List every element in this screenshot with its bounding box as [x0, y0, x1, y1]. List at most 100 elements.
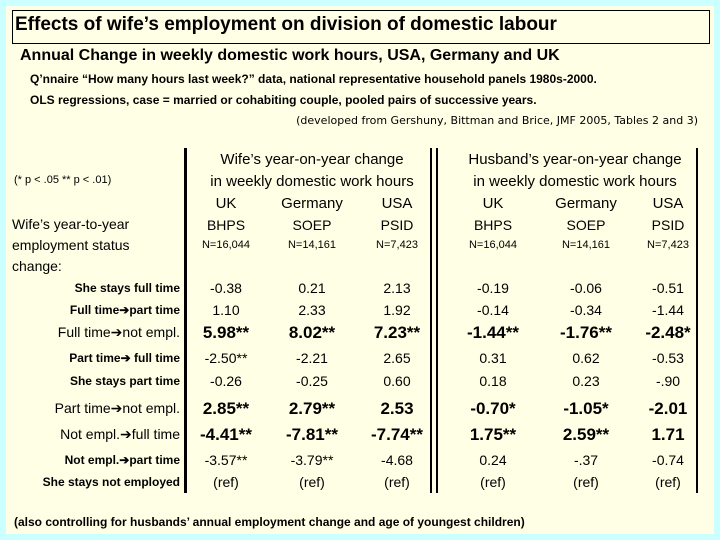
cell-value: 2.59** [562, 424, 610, 444]
cell-value: 0.21 [298, 280, 326, 296]
footer-note: (also controlling for husbands’ annual e… [14, 515, 525, 529]
cell-value: -1.44** [467, 322, 519, 342]
cell-value: 5.98** [202, 322, 250, 342]
cell-value: -0.19 [477, 280, 509, 296]
sample-size: N=14,161 [287, 238, 337, 251]
cell-value: 0.60 [383, 373, 411, 389]
row-label: Full time➔not empl. [57, 324, 180, 340]
cell-value: 0.31 [479, 350, 507, 366]
significance-note: (* p < .05 ** p < .01) [14, 173, 112, 186]
cell-value: -.37 [573, 452, 599, 468]
survey: SOEP [566, 217, 606, 233]
country: UK [482, 194, 504, 212]
row-header: Wife’s year-to-year [12, 216, 130, 232]
cell-value: (ref) [655, 474, 681, 490]
rule-line [184, 148, 187, 493]
cell-value: -0.74 [652, 452, 684, 468]
cell-value: -4.68 [381, 452, 413, 468]
cell-value: 2.53 [380, 398, 414, 418]
sample-size: N=14,161 [561, 238, 611, 251]
cell-value: 7.23** [373, 322, 421, 342]
row-label: Not empl.➔part time [64, 453, 180, 467]
cell-value: -0.25 [296, 373, 328, 389]
cell-value: 1.92 [383, 302, 411, 318]
cell-value: -7.74** [371, 424, 423, 444]
sample-size: N=16,044 [201, 238, 251, 251]
cell-value: 0.62 [572, 350, 600, 366]
cell-value: 0.23 [572, 373, 600, 389]
note: OLS regressions, case = married or cohab… [30, 93, 537, 107]
cell-value: 2.65 [383, 350, 411, 366]
rule-line [436, 148, 438, 493]
cell-value: 0.18 [479, 373, 507, 389]
cell-value: -0.53 [652, 350, 684, 366]
survey: BHPS [206, 217, 246, 233]
cell-value: -4.41** [200, 424, 252, 444]
cell-value: -2.48* [645, 322, 691, 342]
cell-value: (ref) [573, 474, 599, 490]
row-label: Part time➔ full time [69, 351, 180, 365]
cell-value: (ref) [299, 474, 325, 490]
cell-value: 2.33 [298, 302, 326, 318]
cell-value: -3.57** [204, 452, 248, 468]
survey: BHPS [473, 217, 513, 233]
country: USA [381, 194, 413, 212]
source: (developed from Gershuny, Bittman and Br… [296, 113, 698, 127]
cell-value: 2.85** [202, 398, 250, 418]
cell-value: -0.38 [210, 280, 242, 296]
cell-value: -0.06 [570, 280, 602, 296]
country: UK [215, 194, 237, 212]
country: USA [652, 194, 684, 212]
cell-value: -0.14 [477, 302, 509, 318]
cell-value: -7.81** [286, 424, 338, 444]
sample-size: N=7,423 [647, 238, 689, 251]
cell-value: -2.50** [204, 350, 248, 366]
cell-value: (ref) [384, 474, 410, 490]
sample-size: N=16,044 [468, 238, 518, 251]
cell-value: -1.05* [563, 398, 609, 418]
cell-value: -1.44 [652, 302, 684, 318]
cell-value: -2.21 [296, 350, 328, 366]
row-label: She stays not employed [42, 475, 180, 489]
survey: PSID [651, 217, 685, 233]
survey: PSID [380, 217, 414, 233]
cell-value: -2.01 [648, 398, 688, 418]
survey: SOEP [292, 217, 332, 233]
title-box [12, 10, 710, 44]
cell-value: 0.24 [479, 452, 507, 468]
row-header: employment status [12, 237, 130, 253]
cell-value: 1.10 [212, 302, 240, 318]
cell-value: -1.76** [560, 322, 612, 342]
cell-value: (ref) [213, 474, 239, 490]
row-label: Not empl.➔full time [60, 426, 180, 442]
row-label: She stays part time [69, 374, 180, 388]
cell-value: -0.70* [470, 398, 516, 418]
cell-value: 2.79** [288, 398, 336, 418]
rule-line [696, 148, 698, 493]
row-header: change: [12, 258, 62, 274]
cell-value: -0.34 [570, 302, 602, 318]
row-label: Part time➔not empl. [54, 400, 180, 416]
group-title: in weekly domestic work hours [210, 172, 414, 190]
cell-value: -0.26 [210, 373, 242, 389]
country: Germany [555, 194, 617, 212]
rule-line [430, 148, 432, 493]
title: Effects of wife’s employment on division… [15, 13, 557, 35]
row-label: She stays full time [74, 281, 180, 295]
cell-value: -3.79** [290, 452, 334, 468]
cell-value: 1.71 [651, 424, 685, 444]
group-title: in weekly domestic work hours [473, 172, 677, 190]
cell-value: -.90 [655, 373, 681, 389]
note: Q’nnaire “How many hours last week?” dat… [30, 72, 597, 86]
cell-value: 2.13 [383, 280, 411, 296]
cell-value: 8.02** [288, 322, 336, 342]
country: Germany [281, 194, 343, 212]
cell-value: -0.51 [652, 280, 684, 296]
group-title: Wife’s year-on-year change [220, 150, 404, 168]
row-label: Full time➔part time [69, 303, 180, 317]
cell-value: (ref) [480, 474, 506, 490]
cell-value: 1.75** [469, 424, 517, 444]
group-title: Husband’s year-on-year change [468, 150, 682, 168]
sample-size: N=7,423 [376, 238, 418, 251]
